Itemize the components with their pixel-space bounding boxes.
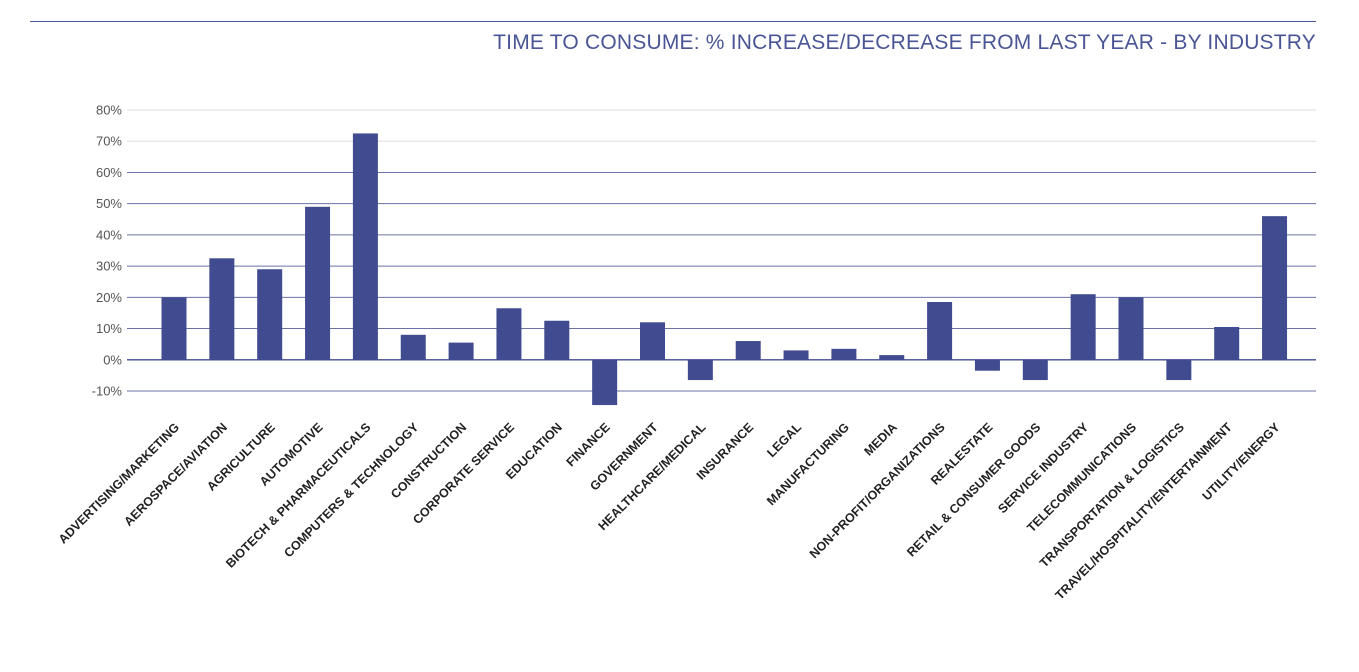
bar	[544, 320, 570, 360]
x-tick-label: TRAVEL/HOSPITALITY/ENTERTAINMENT	[1053, 420, 1236, 603]
bar	[400, 334, 426, 360]
bar	[592, 359, 618, 406]
bar	[305, 206, 331, 360]
bar	[879, 355, 905, 360]
y-tick-label: 60%	[96, 165, 122, 180]
bar	[1022, 359, 1048, 381]
bar	[735, 341, 761, 360]
chart-title: TIME TO CONSUME: % INCREASE/DECREASE FRO…	[493, 31, 1316, 54]
bar	[1166, 359, 1192, 381]
bar	[831, 348, 857, 360]
y-tick-label: -10%	[92, 384, 123, 399]
y-tick-label: 50%	[96, 196, 122, 211]
y-tick-label: 30%	[96, 259, 122, 274]
bar	[687, 359, 713, 381]
x-tick-label: MEDIA	[861, 420, 899, 458]
bar	[974, 359, 1000, 371]
bar	[1262, 216, 1288, 360]
y-tick-label: 10%	[96, 321, 122, 336]
y-tick-label: 20%	[96, 290, 122, 305]
y-tick-label: 80%	[96, 103, 122, 118]
bar	[927, 302, 953, 360]
x-tick-label: CORPORATE SERVICE	[410, 420, 517, 527]
bar	[257, 269, 283, 360]
x-tick-label: FINANCE	[564, 420, 613, 469]
bar	[161, 297, 187, 360]
bar	[1070, 294, 1096, 360]
bar	[1118, 297, 1144, 360]
y-tick-label: 40%	[96, 227, 122, 242]
bar	[448, 342, 474, 360]
y-tick-label: 0%	[103, 352, 122, 367]
y-tick-label: 70%	[96, 134, 122, 149]
x-tick-label: LEGAL	[764, 420, 804, 460]
bar	[496, 308, 522, 360]
bar	[783, 350, 809, 360]
x-tick-label: MANUFACTURING	[764, 420, 852, 508]
bar	[640, 322, 665, 360]
bar	[1214, 326, 1240, 360]
x-tick-label: SERVICE INDUSTRY	[995, 420, 1091, 516]
bar	[209, 258, 235, 360]
bar	[352, 133, 378, 360]
top-rule	[30, 21, 1316, 22]
